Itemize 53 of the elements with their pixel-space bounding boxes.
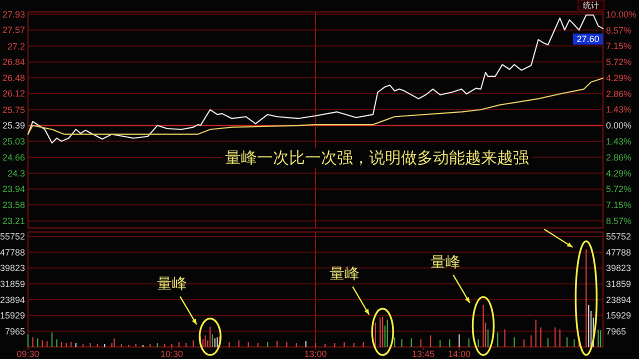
y-tick-label: 23.58: [2, 200, 25, 210]
y-tick-label: 25.03: [2, 136, 25, 146]
y2-tick-label: 7.15%: [606, 200, 632, 210]
y2-tick-label: 2.86%: [606, 88, 632, 99]
x-tick-label: 10:30: [160, 349, 184, 359]
annotation: 量峰: [430, 254, 460, 271]
y-tick-label: 47788: [0, 247, 25, 258]
y-tick-label: 23.21: [2, 216, 25, 226]
y2-tick-label: 5.72%: [606, 56, 632, 67]
y-tick-label: 27.2: [7, 41, 25, 52]
y-tick-label: 25.75: [2, 104, 25, 115]
y2-tick-label: 5.72%: [606, 184, 632, 194]
y-tick-label: 31859: [606, 278, 632, 289]
y-tick-label: 24.3: [7, 168, 25, 178]
x-tick-label: 14:00: [448, 349, 471, 359]
y-tick-label: 7965: [606, 326, 626, 336]
y-tick-label: 47788: [606, 247, 632, 258]
y2-tick-label: 8.57%: [606, 25, 632, 36]
y2-tick-label: 4.29%: [606, 168, 632, 178]
y2-tick-label: 1.43%: [606, 104, 632, 115]
y-tick-label: 23.94: [2, 184, 25, 194]
y-tick-label: 39823: [606, 263, 632, 274]
y2-tick-label: 0.00%: [606, 120, 632, 131]
annotation: 量峰: [157, 276, 188, 293]
y-tick-label: 15929: [0, 310, 25, 321]
y-tick-label: 26.12: [2, 88, 25, 99]
x-tick-label: 13:45: [412, 349, 435, 359]
y2-tick-label: 2.86%: [606, 152, 632, 162]
text: 统计: [583, 1, 599, 10]
y2-tick-label: 1.43%: [606, 136, 632, 147]
y2-tick-label: 8.57%: [606, 216, 632, 226]
y-tick-label: 23894: [606, 294, 632, 305]
y-tick-label: 23894: [0, 294, 25, 305]
y-tick-label: 27.93: [2, 9, 25, 20]
y-tick-label: 7965: [4, 326, 25, 336]
y-tick-label: 55752: [0, 232, 25, 242]
y-tick-label: 24.66: [2, 152, 25, 163]
y2-tick-label: 7.15%: [606, 41, 632, 52]
y-tick-label: 39823: [0, 263, 25, 274]
x-tick-label: 13:00: [304, 349, 327, 359]
annotation: 量峰一次比一次强，说明做多动能越来越强: [225, 149, 529, 168]
y2-tick-label: 4.29%: [606, 72, 632, 83]
annotation: 量峰: [330, 266, 360, 283]
x-tick-label: 09:30: [16, 349, 40, 359]
y-tick-label: 27.57: [2, 25, 25, 36]
annotation: 27.60: [576, 34, 600, 44]
y-tick-label: 55752: [606, 232, 632, 242]
y-tick-label: 15929: [606, 310, 632, 321]
y2-tick-label: 10.00%: [606, 9, 637, 20]
y-tick-label: 26.84: [2, 57, 25, 68]
y-tick-label: 31859: [0, 278, 25, 289]
y-tick-label: 25.39: [2, 120, 25, 131]
y-tick-label: 26.48: [2, 72, 25, 83]
